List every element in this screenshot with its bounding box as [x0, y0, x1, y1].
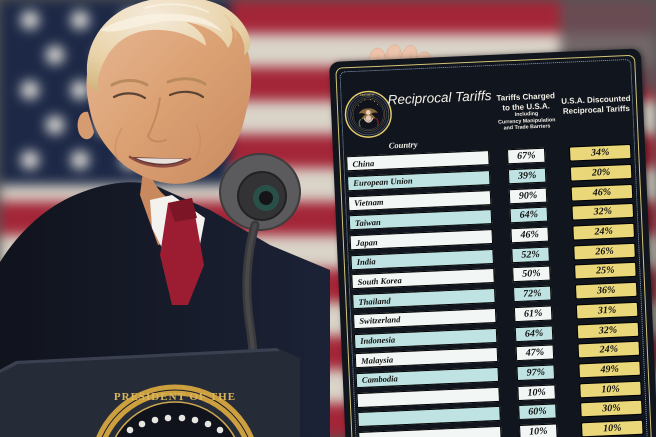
svg-text:PRESIDENT OF THE: PRESIDENT OF THE [114, 391, 236, 403]
